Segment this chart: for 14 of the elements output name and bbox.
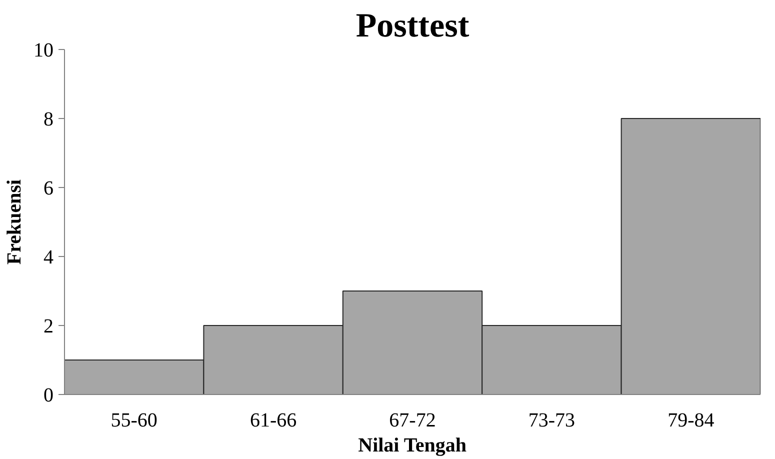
y-tick-label: 4 (44, 246, 54, 268)
x-axis-title: Nilai Tengah (358, 434, 467, 456)
y-axis-title: Frekuensi (4, 178, 26, 265)
y-tick-label: 0 (44, 384, 54, 406)
x-tick-label: 67-72 (389, 410, 436, 432)
chart-title: Posttest (356, 8, 470, 44)
y-tick-label: 10 (34, 40, 54, 62)
x-tick-label: 61-66 (250, 410, 297, 432)
y-tick-label: 8 (44, 108, 54, 130)
x-tick-label: 73-73 (528, 410, 576, 432)
y-tick-label: 2 (44, 316, 54, 338)
x-tick-label: 79-84 (668, 410, 714, 432)
x-tick-label: 55-60 (110, 410, 158, 432)
y-tick-label: 6 (44, 178, 54, 200)
